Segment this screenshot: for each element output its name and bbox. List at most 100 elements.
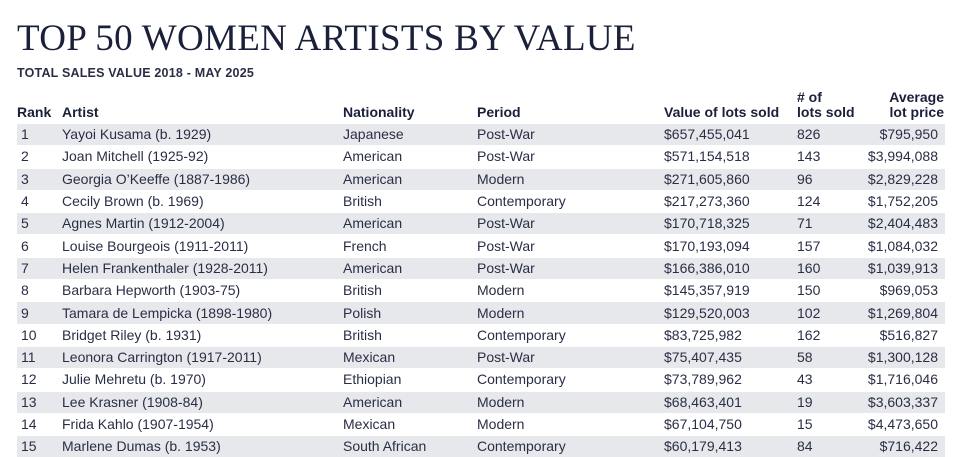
cell-value: $271,605,860 [664, 168, 797, 190]
cell-nationality: South African [343, 436, 477, 457]
page-title: TOP 50 WOMEN ARTISTS BY VALUE [17, 20, 636, 57]
cell-rank: 2 [17, 146, 62, 168]
cell-nationality: American [343, 391, 477, 413]
cell-value: $67,104,750 [664, 413, 797, 435]
cell-period: Post-War [477, 235, 664, 257]
cell-artist: Lee Krasner (1908-84) [62, 391, 343, 413]
cell-value: $68,463,401 [664, 391, 797, 413]
cell-rank: 3 [17, 168, 62, 190]
cell-average: $1,084,032 [855, 235, 945, 257]
cell-rank: 8 [17, 280, 62, 302]
cell-value: $217,273,360 [664, 190, 797, 212]
cell-artist: Louise Bourgeois (1911-2011) [62, 235, 343, 257]
cell-artist: Agnes Martin (1912-2004) [62, 213, 343, 235]
cell-period: Post-War [477, 124, 664, 146]
cell-artist: Yayoi Kusama (b. 1929) [62, 124, 343, 146]
header-average: Average lot price [855, 88, 945, 124]
cell-nationality: Mexican [343, 346, 477, 368]
cell-rank: 13 [17, 391, 62, 413]
cell-artist: Julie Mehretu (b. 1970) [62, 369, 343, 391]
cell-average: $716,422 [855, 436, 945, 457]
cell-average: $3,994,088 [855, 146, 945, 168]
cell-value: $657,455,041 [664, 124, 797, 146]
cell-lots: 124 [797, 190, 855, 212]
cell-period: Modern [477, 391, 664, 413]
cell-period: Post-War [477, 146, 664, 168]
cell-nationality: British [343, 190, 477, 212]
cell-rank: 6 [17, 235, 62, 257]
cell-artist: Bridget Riley (b. 1931) [62, 324, 343, 346]
cell-rank: 5 [17, 213, 62, 235]
cell-period: Modern [477, 413, 664, 435]
cell-lots: 15 [797, 413, 855, 435]
cell-value: $75,407,435 [664, 346, 797, 368]
page: TOP 50 WOMEN ARTISTS BY VALUE TOTAL SALE… [0, 0, 960, 442]
cell-lots: 162 [797, 324, 855, 346]
cell-rank: 11 [17, 346, 62, 368]
page-subtitle: TOTAL SALES VALUE 2018 - MAY 2025 [17, 66, 254, 80]
cell-value: $60,179,413 [664, 436, 797, 457]
cell-average: $2,404,483 [855, 213, 945, 235]
header-average-line2: lot price [890, 104, 944, 120]
cell-nationality: British [343, 324, 477, 346]
cell-lots: 43 [797, 369, 855, 391]
cell-artist: Joan Mitchell (1925-92) [62, 146, 343, 168]
cell-nationality: American [343, 146, 477, 168]
header-value: Value of lots sold [664, 88, 797, 124]
cell-nationality: American [343, 257, 477, 279]
header-average-line1: Average [889, 89, 944, 105]
cell-lots: 160 [797, 257, 855, 279]
cell-artist: Cecily Brown (b. 1969) [62, 190, 343, 212]
table-header-row: Rank Artist Nationality Period Value of … [17, 88, 945, 124]
cell-artist: Barbara Hepworth (1903-75) [62, 280, 343, 302]
cell-value: $73,789,962 [664, 369, 797, 391]
cell-nationality: Ethiopian [343, 369, 477, 391]
cell-average: $1,716,046 [855, 369, 945, 391]
cell-rank: 4 [17, 190, 62, 212]
cell-value: $129,520,003 [664, 302, 797, 324]
cell-period: Contemporary [477, 436, 664, 457]
cell-artist: Georgia O’Keeffe (1887-1986) [62, 168, 343, 190]
cell-lots: 58 [797, 346, 855, 368]
cell-rank: 9 [17, 302, 62, 324]
cell-lots: 84 [797, 436, 855, 457]
cell-average: $1,300,128 [855, 346, 945, 368]
cell-lots: 150 [797, 280, 855, 302]
header-lots: # of lots sold [797, 88, 855, 124]
cell-rank: 14 [17, 413, 62, 435]
cell-period: Post-War [477, 213, 664, 235]
cell-period: Contemporary [477, 324, 664, 346]
cell-artist: Frida Kahlo (1907-1954) [62, 413, 343, 435]
cell-average: $1,269,804 [855, 302, 945, 324]
cell-value: $83,725,982 [664, 324, 797, 346]
cell-nationality: French [343, 235, 477, 257]
cell-lots: 143 [797, 146, 855, 168]
cell-nationality: Mexican [343, 413, 477, 435]
cell-lots: 71 [797, 213, 855, 235]
cell-rank: 7 [17, 257, 62, 279]
cell-artist: Tamara de Lempicka (1898-1980) [62, 302, 343, 324]
cell-average: $2,829,228 [855, 168, 945, 190]
cell-lots: 157 [797, 235, 855, 257]
cell-rank: 10 [17, 324, 62, 346]
cell-nationality: American [343, 213, 477, 235]
cell-value: $145,357,919 [664, 280, 797, 302]
cell-average: $1,752,205 [855, 190, 945, 212]
header-nationality: Nationality [343, 88, 477, 124]
cell-nationality: American [343, 168, 477, 190]
cell-period: Post-War [477, 257, 664, 279]
